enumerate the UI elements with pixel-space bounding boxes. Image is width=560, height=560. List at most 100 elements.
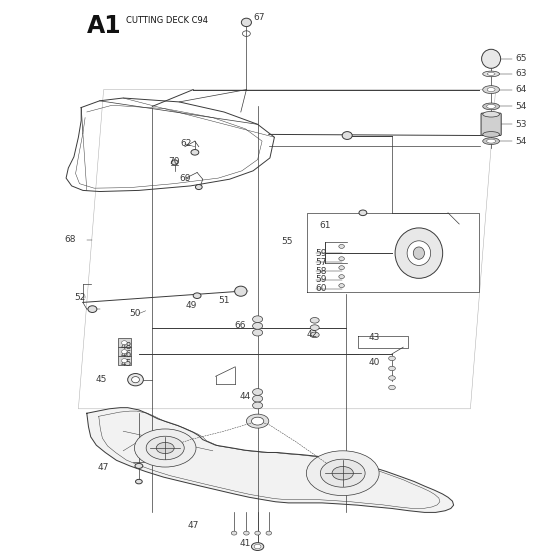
Ellipse shape (253, 402, 263, 409)
Ellipse shape (389, 366, 395, 371)
Text: 42: 42 (307, 330, 318, 339)
Ellipse shape (339, 275, 344, 278)
Bar (118, 338, 131, 347)
Ellipse shape (332, 466, 353, 480)
Text: 51: 51 (218, 296, 230, 305)
FancyBboxPatch shape (481, 113, 501, 136)
Text: 43: 43 (368, 333, 380, 342)
Ellipse shape (253, 316, 263, 323)
Ellipse shape (254, 544, 261, 549)
Text: 44: 44 (240, 392, 251, 401)
Ellipse shape (306, 451, 379, 496)
Text: 49: 49 (186, 301, 197, 310)
Ellipse shape (255, 531, 260, 535)
Ellipse shape (389, 385, 395, 390)
Ellipse shape (235, 286, 247, 296)
Ellipse shape (122, 359, 127, 363)
Text: 61: 61 (319, 221, 331, 230)
Ellipse shape (483, 86, 500, 94)
Ellipse shape (389, 356, 395, 361)
Ellipse shape (310, 318, 319, 323)
Ellipse shape (413, 247, 424, 259)
Ellipse shape (146, 436, 184, 460)
Ellipse shape (132, 376, 139, 383)
Text: 41: 41 (240, 539, 251, 548)
Text: 60: 60 (315, 284, 327, 293)
Text: 47: 47 (188, 521, 199, 530)
Ellipse shape (483, 71, 500, 77)
Ellipse shape (487, 72, 495, 76)
Ellipse shape (156, 442, 174, 454)
Ellipse shape (195, 185, 202, 189)
Text: 53: 53 (515, 120, 527, 129)
Ellipse shape (487, 88, 495, 91)
Text: 54: 54 (515, 102, 526, 111)
Ellipse shape (395, 228, 442, 278)
Polygon shape (87, 408, 454, 512)
Text: 63: 63 (515, 69, 527, 78)
Ellipse shape (339, 244, 344, 248)
Ellipse shape (135, 463, 143, 468)
Text: 54: 54 (515, 137, 526, 146)
Ellipse shape (483, 103, 500, 110)
Text: 64: 64 (515, 85, 526, 94)
Ellipse shape (483, 111, 500, 117)
Text: 45: 45 (120, 360, 132, 368)
Bar (118, 347, 131, 356)
Ellipse shape (339, 266, 344, 270)
Ellipse shape (253, 389, 263, 395)
Text: 40: 40 (368, 358, 380, 367)
Text: 57: 57 (315, 258, 327, 267)
Text: 48: 48 (120, 342, 132, 351)
Ellipse shape (171, 160, 178, 165)
Text: 69: 69 (179, 174, 191, 183)
Ellipse shape (339, 284, 344, 288)
Ellipse shape (251, 417, 264, 425)
Ellipse shape (134, 429, 196, 467)
Text: 45: 45 (95, 375, 106, 384)
Ellipse shape (253, 329, 263, 336)
Ellipse shape (191, 150, 199, 155)
Text: 62: 62 (180, 139, 192, 148)
Ellipse shape (483, 132, 500, 137)
Text: 70: 70 (168, 157, 180, 166)
Ellipse shape (246, 414, 269, 428)
Ellipse shape (310, 325, 319, 330)
Text: 47: 47 (98, 463, 109, 472)
Ellipse shape (253, 323, 263, 329)
Ellipse shape (359, 210, 367, 216)
Ellipse shape (310, 332, 319, 338)
Ellipse shape (128, 374, 143, 386)
Text: 67: 67 (253, 13, 265, 22)
Circle shape (482, 49, 501, 68)
Text: 65: 65 (515, 54, 527, 63)
Text: 46: 46 (120, 350, 132, 359)
Ellipse shape (251, 543, 264, 550)
Ellipse shape (266, 531, 272, 535)
Text: 50: 50 (129, 309, 141, 318)
Bar (118, 356, 131, 365)
Text: A1: A1 (87, 14, 122, 38)
Ellipse shape (193, 293, 201, 298)
Ellipse shape (339, 256, 344, 260)
Ellipse shape (483, 138, 500, 144)
Ellipse shape (407, 241, 431, 265)
Ellipse shape (231, 531, 237, 535)
Ellipse shape (88, 306, 97, 312)
Text: 59: 59 (315, 249, 327, 258)
Text: 55: 55 (281, 237, 293, 246)
Text: 52: 52 (74, 293, 85, 302)
Ellipse shape (487, 139, 496, 143)
Ellipse shape (241, 18, 251, 27)
Text: 66: 66 (234, 321, 246, 330)
Ellipse shape (253, 395, 263, 402)
Text: 59: 59 (315, 276, 327, 284)
Ellipse shape (342, 132, 352, 139)
Ellipse shape (122, 349, 127, 354)
Ellipse shape (320, 459, 365, 487)
Text: CUTTING DECK C94: CUTTING DECK C94 (126, 16, 208, 25)
Text: 68: 68 (64, 235, 76, 244)
Ellipse shape (136, 479, 142, 484)
Ellipse shape (389, 376, 395, 380)
Ellipse shape (487, 104, 496, 108)
